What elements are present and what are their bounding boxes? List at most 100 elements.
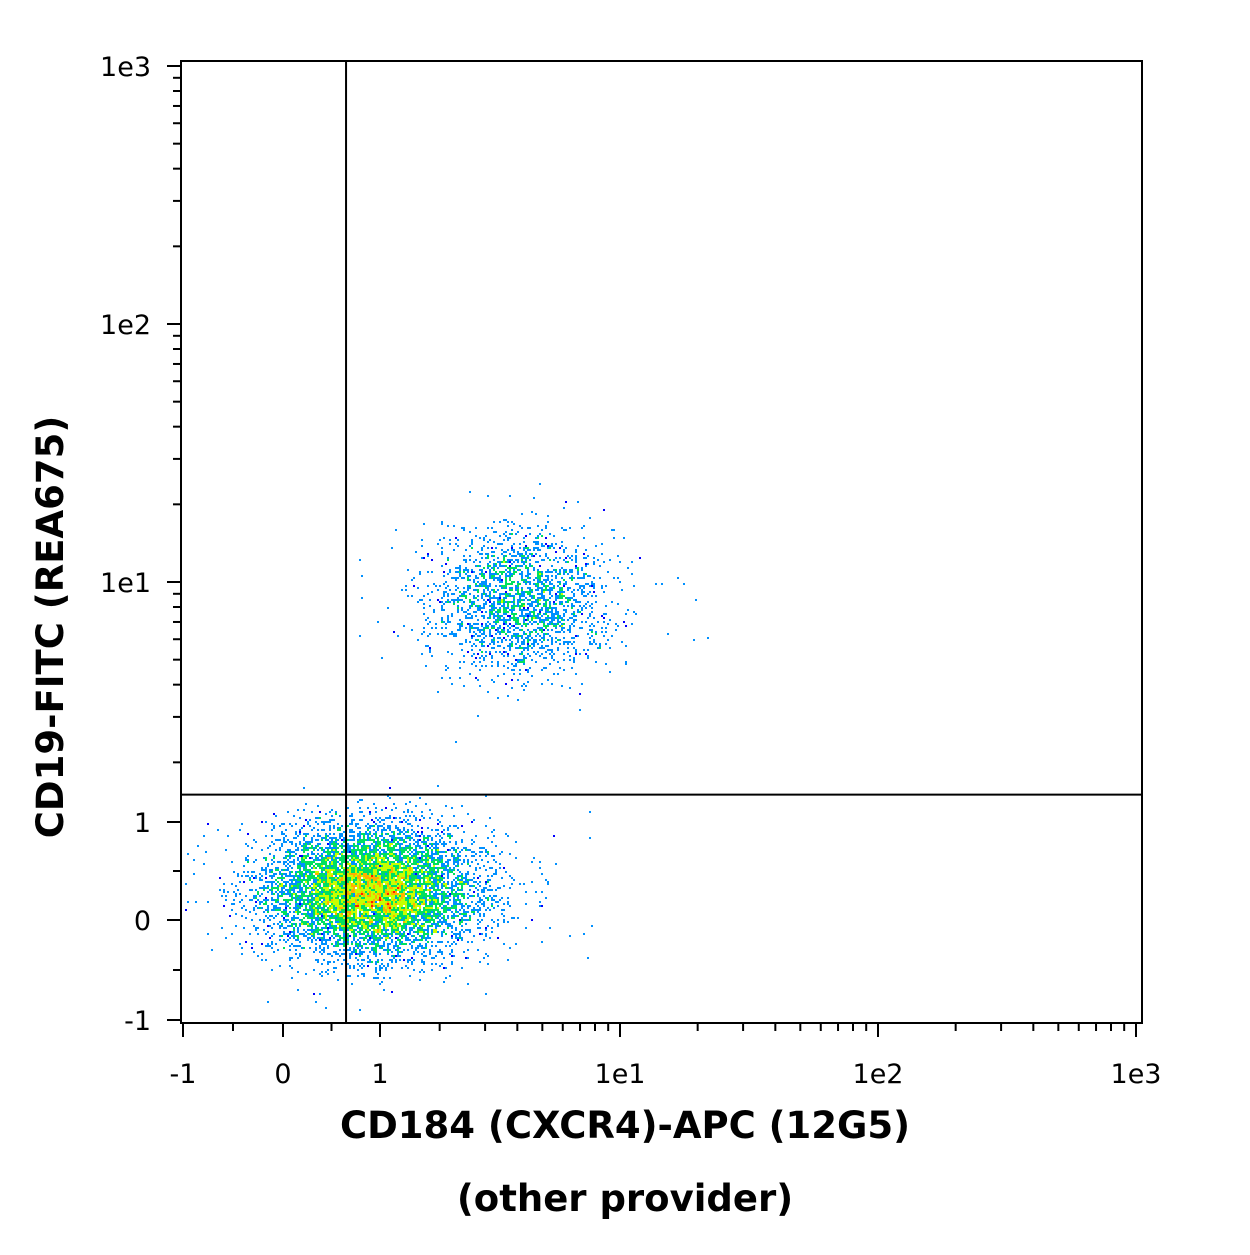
event-dot <box>571 559 573 561</box>
event-dot <box>539 581 541 583</box>
event-dot <box>333 873 335 875</box>
event-dot <box>387 817 389 819</box>
event-dot <box>451 653 453 655</box>
event-dot <box>417 601 419 603</box>
event-dot <box>407 851 409 853</box>
event-dot <box>397 901 399 903</box>
event-dot <box>421 599 423 601</box>
event-dot <box>627 567 629 569</box>
event-dot <box>333 881 335 883</box>
event-dot <box>341 857 343 859</box>
event-dot <box>527 671 529 673</box>
event-dot <box>333 865 335 867</box>
event-dot <box>341 891 343 893</box>
event-dot <box>503 557 505 559</box>
event-dot <box>373 865 375 867</box>
event-dot <box>365 863 367 865</box>
event-dot <box>569 631 571 633</box>
event-dot <box>549 623 551 625</box>
event-dot <box>425 875 427 877</box>
event-dot <box>469 555 471 557</box>
event-dot <box>517 641 519 643</box>
event-dot <box>549 589 551 591</box>
event-dot <box>367 827 369 829</box>
event-dot <box>343 897 345 899</box>
event-dot <box>365 825 367 827</box>
event-dot <box>443 593 445 595</box>
event-dot <box>505 651 507 653</box>
event-dot <box>327 897 329 899</box>
event-dot <box>507 635 509 637</box>
event-dot <box>325 897 327 899</box>
event-dot <box>469 905 471 907</box>
event-dot <box>283 841 285 843</box>
event-dot <box>575 673 577 675</box>
event-dot <box>353 875 355 877</box>
event-dot <box>385 807 387 809</box>
event-dot <box>359 865 361 867</box>
event-dot <box>375 881 377 883</box>
event-dot <box>589 637 591 639</box>
event-dot <box>435 891 437 893</box>
event-dot <box>273 873 275 875</box>
event-dot <box>589 605 591 607</box>
event-dot <box>597 647 599 649</box>
event-dot <box>401 853 403 855</box>
event-dot <box>323 883 325 885</box>
event-dot <box>507 571 509 573</box>
event-dot <box>313 881 315 883</box>
event-dot <box>361 883 363 885</box>
event-dot <box>333 871 335 873</box>
event-dot <box>317 849 319 851</box>
event-dot <box>341 903 343 905</box>
event-dot <box>425 865 427 867</box>
event-dot <box>437 889 439 891</box>
event-dot <box>553 615 555 617</box>
event-dot <box>447 559 449 561</box>
event-dot <box>573 611 575 613</box>
event-dot <box>343 889 345 891</box>
event-dot <box>325 869 327 871</box>
event-dot <box>315 847 317 849</box>
event-dot <box>357 869 359 871</box>
event-dot <box>481 645 483 647</box>
event-dot <box>331 897 333 899</box>
event-dot <box>591 631 593 633</box>
event-dot <box>537 579 539 581</box>
event-dot <box>319 865 321 867</box>
event-dot <box>567 601 569 603</box>
event-dot <box>335 883 337 885</box>
event-dot <box>355 873 357 875</box>
event-dot <box>579 585 581 587</box>
event-dot <box>411 901 413 903</box>
event-dot <box>485 583 487 585</box>
event-dot <box>441 899 443 901</box>
event-dot <box>387 859 389 861</box>
event-dot <box>311 863 313 865</box>
event-dot <box>503 651 505 653</box>
event-dot <box>303 865 305 867</box>
event-dot <box>491 875 493 877</box>
event-dot <box>405 893 407 895</box>
event-dot <box>535 561 537 563</box>
event-dot <box>369 869 371 871</box>
event-dot <box>351 821 353 823</box>
event-dot <box>531 643 533 645</box>
event-dot <box>361 895 363 897</box>
event-dot <box>367 899 369 901</box>
event-dot <box>441 851 443 853</box>
event-dot <box>453 893 455 895</box>
event-dot <box>403 869 405 871</box>
event-dot <box>399 865 401 867</box>
event-dot <box>539 613 541 615</box>
event-dot <box>403 907 405 909</box>
event-dot <box>527 647 529 649</box>
event-dot <box>447 599 449 601</box>
event-dot <box>387 843 389 845</box>
event-dot <box>497 561 499 563</box>
event-dot <box>527 669 529 671</box>
event-dot <box>479 569 481 571</box>
event-dot <box>537 623 539 625</box>
event-dot <box>497 567 499 569</box>
event-dot <box>395 817 397 819</box>
